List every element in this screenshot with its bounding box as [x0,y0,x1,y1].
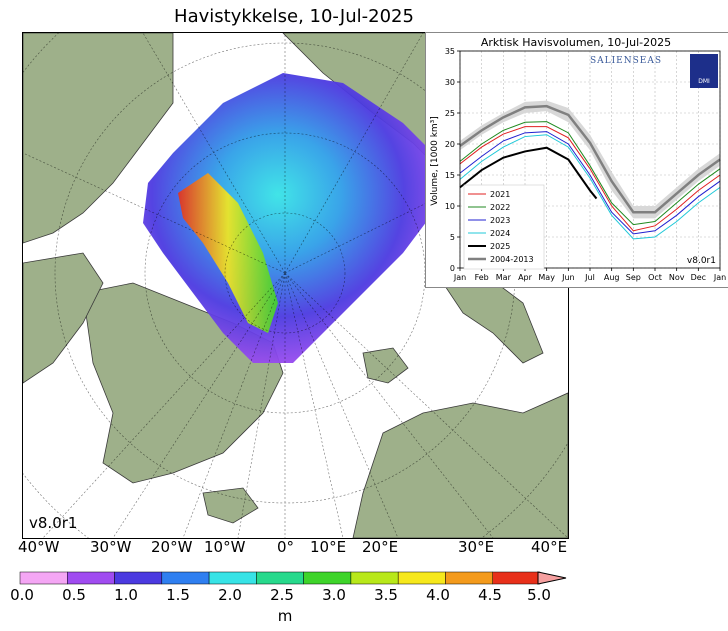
x-tick-label: Jun [561,273,575,282]
colorbar-tick-2: 1.0 [114,586,138,604]
colorbar-cell [445,571,493,585]
legend-label: 2004-2013 [490,255,534,264]
inset-x-ticks: Jan Feb Mar Apr May Jun Jul Aug Sep Oct Nov Dec Jan [453,268,726,282]
logo-text: SALIENSEAS [590,56,662,66]
colorbar-cell [350,571,399,585]
inset-chart-canvas: Arktisk Havisvolumen, 10-Jul-2025 0 5 10 15… [430,36,726,282]
series-line-2025 [459,146,598,200]
logo-badge-text: DMI [698,78,710,85]
colorbar-tick-4: 2.0 [218,586,242,604]
colorbar-cell [208,571,257,585]
colorbar-cell [492,571,541,585]
colorbar-cells [19,571,541,585]
colorbar-unit: m [277,607,293,625]
x-tick-label: Nov [669,273,685,282]
x-tick-label: Mar [496,273,512,282]
colorbar-tick-10: 5.0 [527,586,551,604]
inset-title: Arktisk Havisvolumen, 10-Jul-2025 [481,36,671,49]
legend-label: 2024 [490,229,510,238]
colorbar-cell [303,571,352,585]
series-line-2021 [459,126,721,232]
x-tick-label: Apr [518,273,533,282]
x-tick-label: Oct [648,273,662,282]
y-tick-label: 15 [445,171,455,180]
lon-label-30e: 30°E [458,538,495,556]
inset-legend: 2021 2022 2023 2024 2025 2004-2013 [463,184,545,270]
colorbar-extend-arrow [537,571,567,585]
y-tick-label: 35 [445,47,455,56]
series-line-2024 [459,134,721,240]
y-tick-label: 5 [450,233,455,242]
inset-version: v8.0r1 [687,256,716,266]
colorbar-cell [114,571,163,585]
colorbar-tick-8: 4.0 [426,586,450,604]
legend-label: 2021 [490,190,510,199]
x-tick-label: Aug [604,273,620,282]
colorbar [19,571,567,585]
x-tick-label: Dec [691,273,706,282]
sea-ice-cover [143,73,443,363]
x-tick-label: May [538,273,555,282]
x-tick-label: Sep [626,273,641,282]
x-tick-label: Jan [453,273,466,282]
colorbar-cell [67,571,115,585]
lon-label-20e: 20°E [362,538,399,556]
map-title: Havistykkelse, 10-Jul-2025 [174,6,414,27]
legend-label: 2025 [490,242,510,251]
land-iceland [202,487,259,524]
colorbar-cell [397,571,446,585]
y-tick-label: 20 [445,140,455,149]
lon-label-40w: 40°W [18,538,60,556]
land-svalbard [362,347,409,384]
thick-ice-band [178,173,278,333]
y-tick-label: 10 [445,202,455,211]
colorbar-tick-0: 0.0 [10,586,34,604]
land-canadian-archipelago [23,252,104,384]
lon-label-20w: 20°W [151,538,193,556]
legend-box [463,184,545,270]
lon-label-0: 0° [277,538,295,556]
colorbar-tick-3: 1.5 [166,586,190,604]
series-line-2004-2013 [459,104,721,214]
legend-label: 2023 [490,216,510,225]
y-tick-label: 25 [445,109,455,118]
series-line-2023 [459,131,721,235]
x-tick-label: Jul [584,273,595,282]
legend-label: 2022 [490,203,510,212]
inset-lines [459,104,721,240]
x-tick-label: Jan [713,273,726,282]
land-scandinavia [352,392,568,538]
x-tick-label: Feb [475,273,489,282]
logo-badge [690,54,718,88]
map-canvas [23,33,568,538]
series-line-2022 [459,121,721,226]
lon-label-10w: 10°W [204,538,246,556]
y-tick-label: 30 [445,78,455,87]
lon-label-30w: 30°W [90,538,132,556]
colorbar-tick-1: 0.5 [62,586,86,604]
lon-label-10e: 10°E [310,538,347,556]
map-version-label: v8.0r1 [29,514,78,532]
colorbar-cell [256,571,304,585]
colorbar-tick-5: 2.5 [270,586,294,604]
volume-inset-chart[interactable]: Arktisk Havisvolumen, 10-Jul-2025 0 5 10 15… [425,32,728,288]
colorbar-cell [161,571,210,585]
inset-ylabel: Volume, [1000 km³] [430,116,440,206]
inset-y-ticks: 0 5 10 15 20 25 30 35 [445,47,460,273]
lon-label-40e: 40°E [531,538,568,556]
colorbar-tick-6: 3.0 [322,586,346,604]
land-north-america [23,33,174,244]
y-tick-label: 0 [450,264,455,273]
colorbar-tick-9: 4.5 [478,586,502,604]
colorbar-tick-7: 3.5 [374,586,398,604]
colorbar-cell [19,571,68,585]
